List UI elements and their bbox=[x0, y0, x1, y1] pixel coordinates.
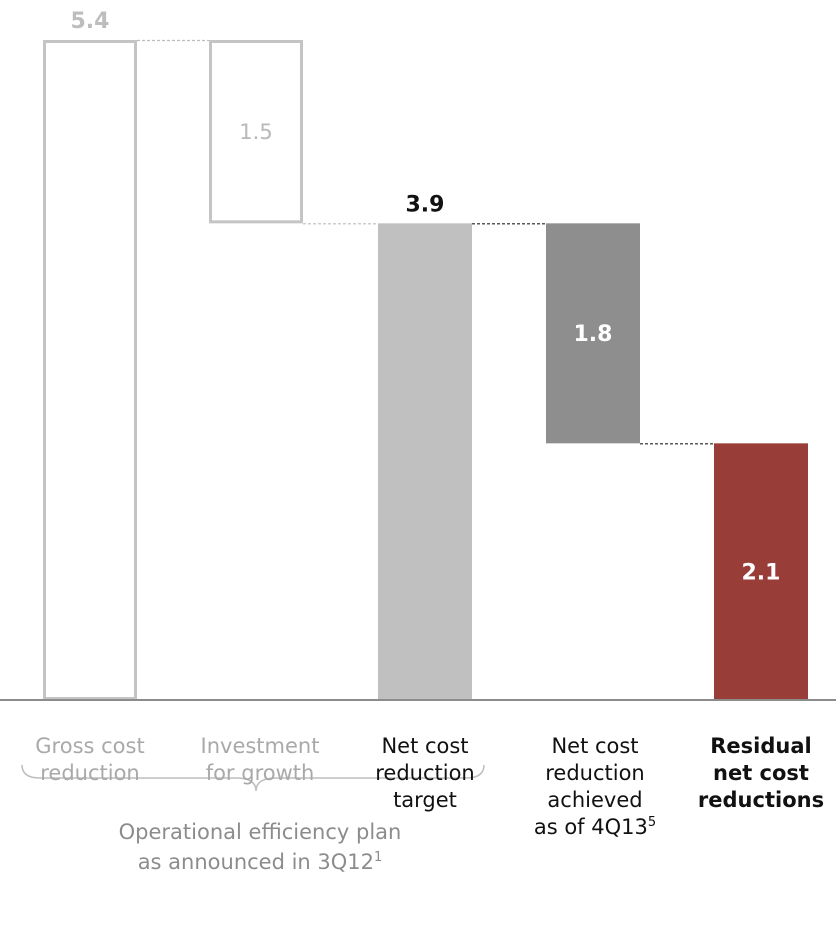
bar-net-cost-reduction-achieved bbox=[546, 223, 640, 444]
bars bbox=[43, 40, 808, 701]
footnote-marker: 1 bbox=[374, 850, 383, 865]
category-label-residual-net-cost-reductions: Residual net cost reductions bbox=[697, 734, 825, 812]
bar-residual-net-cost-reductions bbox=[714, 443, 808, 700]
category-label-net-cost-reduction-target: Net cost reduction target bbox=[375, 734, 475, 812]
value-label-investment-for-growth: 1.5 bbox=[239, 120, 272, 144]
connector-lines bbox=[137, 39, 714, 445]
category-label-text: Net cost reduction achieved as of 4Q13 bbox=[533, 734, 648, 839]
bar-gross-cost-reduction bbox=[43, 40, 137, 700]
group-label-text: Operational efficiency plan as announced… bbox=[118, 820, 402, 874]
category-label-net-cost-reduction-achieved: Net cost reduction achieved as of 4Q135 bbox=[520, 733, 670, 841]
group-brace bbox=[21, 764, 485, 792]
bar-net-cost-reduction-target bbox=[378, 223, 472, 701]
footnote-marker: 5 bbox=[647, 815, 657, 830]
value-label-net-cost-reduction-target: 3.9 bbox=[406, 192, 445, 217]
bar-investment-for-growth bbox=[209, 40, 303, 224]
value-labels: 5.4 1.5 3.9 1.8 2.1 bbox=[71, 9, 781, 585]
category-label-gross-cost-reduction: Gross cost reduction bbox=[35, 734, 145, 785]
value-label-gross-cost-reduction: 5.4 bbox=[71, 9, 110, 34]
group-label-operational-efficiency-plan: Operational efficiency plan as announced… bbox=[60, 817, 460, 877]
category-label-investment-for-growth: Investment for growth bbox=[200, 734, 320, 785]
value-label-net-cost-reduction-achieved: 1.8 bbox=[574, 322, 613, 347]
value-label-residual-net-cost-reductions: 2.1 bbox=[742, 560, 781, 585]
